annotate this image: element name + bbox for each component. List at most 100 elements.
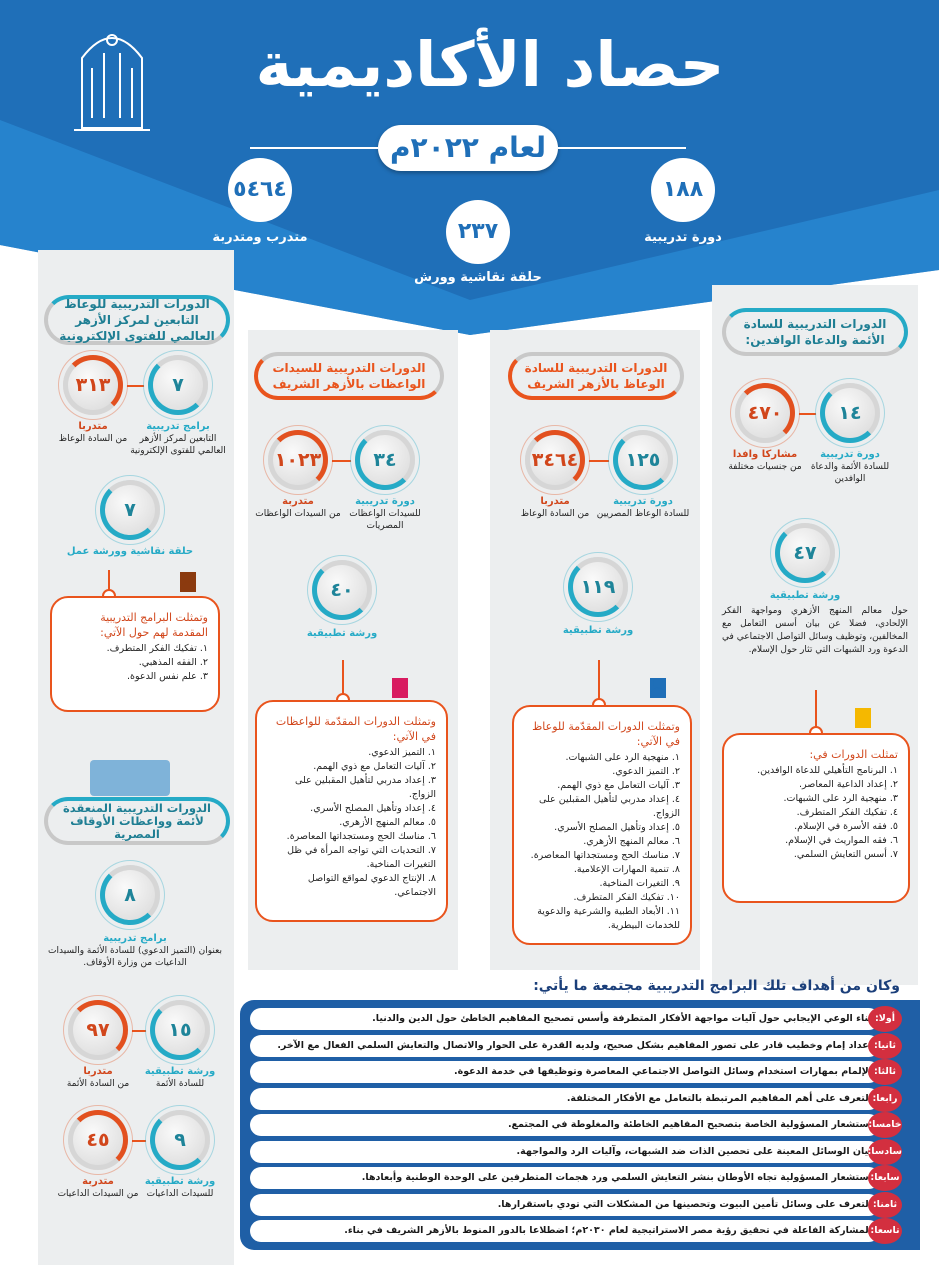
stat-subtitle: من جنسيات مختلفة — [728, 462, 802, 472]
stat-trainees-label: متدرب ومتدربة — [212, 230, 308, 245]
workshop-label: ورشة تطبيقية — [562, 625, 634, 636]
list-item: ٣. منهجية الرد على الشبهات. — [783, 793, 899, 804]
list-item: ١٠. تفكيك الفكر المتطرف. — [573, 892, 681, 903]
divider — [558, 147, 686, 149]
podium-illustration — [90, 760, 170, 796]
stat-subtitle: من السادة الوعاظ — [58, 434, 128, 444]
divider — [250, 147, 378, 149]
section-title: الدورات التدريبية المنعقدة لأئمة وواعظات… — [44, 797, 230, 845]
stat-subtitle: من السيدات الواعظات — [255, 509, 341, 519]
stat-subtitle: للسيدات الواعظات المصريات — [349, 509, 421, 531]
connector-line — [585, 460, 613, 462]
panel-fatwa-center — [38, 250, 234, 1265]
courses-list-box: وتمثلت الدورات المقدّمة للواعظات في الآت… — [255, 700, 448, 922]
list-item: ٥. فقه الأسرة في الإسلام. — [794, 821, 898, 832]
courses-list-box: تمثلت الدورات في: ١. البرنامج التأهيلي لل… — [722, 733, 910, 903]
courses-count-circle: ١٤ — [820, 383, 880, 443]
goal-item: إعداد إمام وخطيب قادر على تصور المفاهيم … — [250, 1034, 880, 1057]
list-item: ٣. علم نفس الدعوة. — [127, 671, 208, 682]
program-subtitle: بعنوان (التميز الدعوي) للسادة الأئمة وال… — [48, 946, 222, 968]
year-badge: لعام ٢٠٢٢م — [378, 125, 558, 171]
workshop-count-circle: ٧ — [100, 480, 160, 540]
connector-line — [795, 413, 820, 415]
connector-stem — [108, 570, 110, 596]
stat-label: متدربا من السادة الوعاظ — [43, 421, 143, 445]
workshop-label: ورشة تطبيقية — [306, 628, 378, 639]
list-item: ٥. إعداد وتأهيل المصلح الأسري. — [554, 822, 680, 833]
goal-number-badge: تاسعا: — [868, 1218, 902, 1244]
workshop-label: حلقة نقاشية وورشة عمل — [66, 546, 194, 557]
stat-subtitle: للسادة الأئمة والدعاة الوافدين — [810, 462, 890, 484]
list-item: ٤. تفكيك الفكر المتطرف. — [796, 807, 898, 818]
courses-list-box: وتمثلت الدورات المقدّمة للوعاظ في الآتي:… — [512, 705, 692, 945]
goal-number-badge: سادسا: — [868, 1138, 902, 1165]
goal-number-badge: ثامنا: — [868, 1191, 902, 1218]
trainees-count-circle: ٤٧٠ — [735, 383, 795, 443]
list-item: ٦. معالم المنهج الأزهري. — [583, 836, 680, 847]
goal-item: التعرف على أهم المفاهيم المرتبطة بالتعام… — [250, 1087, 880, 1110]
stat-courses-label: دورة تدريبية — [644, 230, 722, 245]
program-label: برامج تدريبية بعنوان (التميز الدعوي) للسا… — [45, 933, 225, 969]
goal-item: المشاركة الفاعلة في تحقيق رؤية مصر الاست… — [250, 1220, 880, 1242]
stat-label: ورشة تطبيقية للسيدات الداعيات — [130, 1176, 230, 1200]
list-item: ٥. معالم المنهج الأزهري. — [339, 817, 436, 828]
list-title: وتمثلت البرامج التدريبية المقدمة لهم حول… — [100, 611, 208, 639]
goal-number-badge: سابعا: — [868, 1165, 902, 1191]
goal-item: بيان الوسائل المعينة على تحصين الذات ضد … — [250, 1140, 880, 1163]
list-item: ١١. الأبعاد الطبية والشرعية والدعوية للخ… — [537, 906, 680, 931]
trainees-count-circle: ١٠٢٣ — [268, 430, 328, 490]
goal-item: استشعار المسؤولية الخاصة بتصحيح المفاهيم… — [250, 1114, 880, 1136]
goal-number-badge: أولا: — [868, 1006, 902, 1032]
trainees-count-circle: ٤٥ — [68, 1110, 128, 1170]
program-count-circle: ٨ — [100, 865, 160, 925]
stat-subtitle: من السيدات الداعيات — [57, 1189, 139, 1199]
list-item: ٢. آليات التعامل مع ذوي الهمم. — [313, 761, 436, 772]
person-icon — [392, 678, 408, 698]
stat-title: برامج تدريبية — [146, 421, 210, 432]
stat-label: متدربا من السادة الوعاظ — [505, 496, 605, 520]
stat-trainees: ٥٤٦٤ — [228, 158, 292, 222]
person-icon — [650, 678, 666, 698]
azhar-logo — [74, 34, 150, 131]
list-item: ٨. تنمية المهارات الإعلامية. — [573, 864, 680, 875]
stat-label: متدربة من السيدات الواعظات — [248, 496, 348, 520]
goal-number-badge: رابعا: — [868, 1085, 902, 1112]
list-item: ٤. إعداد وتأهيل المصلح الأسري. — [310, 803, 436, 814]
stat-label: ورشة تطبيقية للسادة الأئمة — [130, 1066, 230, 1090]
stat-subtitle: للسادة الأئمة — [155, 1079, 205, 1089]
section-title: الدورات التدريبية للسادة الأئمة والدعاة … — [722, 308, 908, 356]
list-item: ٦. مناسك الحج ومستجداتها المعاصرة. — [286, 831, 436, 842]
list-item: ٢. إعداد الداعية المعاصر. — [799, 779, 898, 790]
stat-label: برامج تدريبية التابعين لمركز الأزهر العال… — [128, 421, 228, 457]
person-icon — [855, 708, 871, 728]
list-item: ١. منهجية الرد على الشبهات. — [565, 752, 681, 763]
list-item: ١. التميز الدعوي. — [368, 747, 436, 758]
program-title: برامج تدريبية — [103, 933, 167, 944]
stat-title: متدربا — [83, 1066, 113, 1077]
trainees-count-circle: ٣١٣ — [63, 355, 123, 415]
goal-item: بناء الوعي الإيجابي حول آليات مواجهة الأ… — [250, 1008, 880, 1030]
goals-heading: وكان من أهداف تلك البرامج التدريبية مجتم… — [533, 978, 900, 994]
stat-subtitle: من السادة الأئمة — [66, 1079, 130, 1089]
list-item: ٧. أسس التعايش السلمي. — [793, 849, 898, 860]
list-item: ٢. التميز الدعوي. — [612, 766, 680, 777]
stat-subtitle: التابعين لمركز الأزهر العالمي للفتوى الإ… — [130, 434, 226, 456]
connector-stem — [815, 690, 817, 733]
goal-number-badge: ثانيا: — [868, 1032, 902, 1059]
connector-line — [128, 1030, 150, 1032]
workshop-label: ورشة تطبيقية — [769, 590, 841, 601]
stat-subtitle: للسيدات الداعيات — [146, 1189, 214, 1199]
section-title: الدورات التدريبية للسادة الوعاظ بالأزهر … — [508, 352, 684, 400]
goal-item: التعرف على وسائل تأمين البيوت وتحصينها م… — [250, 1193, 880, 1216]
list-item: ١. البرنامج التأهيلي للدعاة الوافدين. — [757, 765, 898, 776]
page-title: حصاد الأكاديمية — [255, 28, 725, 101]
goal-item: استشعار المسؤولية تجاه الأوطان بنشر التع… — [250, 1167, 880, 1189]
list-item: ٣. آليات التعامل مع ذوي الهمم. — [557, 780, 680, 791]
stat-title: متدربة — [282, 496, 314, 507]
connector-line — [328, 460, 355, 462]
workshop-description: حول معالم المنهج الأزهري ومواجهة الفكر ا… — [722, 606, 908, 655]
stat-label: دورة تدريبية للسادة الأئمة والدعاة الوافد… — [800, 449, 900, 485]
list-item: ٢. الفقه المذهبي. — [138, 657, 208, 668]
connector-stem — [342, 660, 344, 700]
trainees-count-circle: ٩٧ — [68, 1000, 128, 1060]
